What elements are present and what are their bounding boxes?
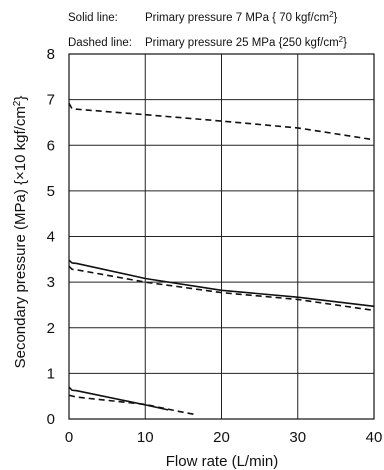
x-axis-title: Flow rate (L/min) (166, 453, 279, 470)
series-2-solid-line (68, 259, 375, 308)
y-tick-label-5: 5 (47, 183, 55, 200)
series-3-dashed-line (68, 265, 375, 312)
legend-solid-prefix: Solid line: (68, 12, 118, 24)
y-axis-title-close: } (12, 96, 29, 101)
legend-solid-close: } (334, 12, 338, 24)
y-axis-title: Secondary pressure (MPa) {×10 kgf/cm2} (12, 96, 29, 369)
y-tick-label-1: 1 (47, 365, 55, 382)
legend-dashed: Dashed line: Primary pressure 25 MPa {25… (68, 35, 347, 49)
y-tick-label-3: 3 (47, 274, 55, 291)
legend-dashed-superscript: 2 (339, 35, 344, 44)
y-tick-label-4: 4 (47, 229, 55, 246)
legend-solid: Solid line: Primary pressure 7 MPa { 70 … (68, 10, 338, 24)
legend-dashed-text: Primary pressure 25 MPa {250 kgf/cm (145, 37, 339, 49)
y-tick-label-7: 7 (47, 92, 55, 109)
x-tick-label-30: 30 (289, 429, 306, 446)
y-tick-label-8: 8 (47, 46, 55, 63)
x-tick-label-40: 40 (366, 429, 383, 446)
legend-solid-text: Primary pressure 7 MPa { 70 kgf/cm (145, 12, 329, 24)
y-axis-title-main: Secondary pressure (MPa) {×10 kgf/cm (12, 106, 29, 368)
series-5-dashed-line (68, 394, 195, 416)
y-tick-label-2: 2 (47, 320, 55, 337)
grid (68, 53, 375, 420)
y-tick-label-0: 0 (47, 411, 55, 428)
series-1-dashed-line (68, 102, 375, 141)
y-tick-label-6: 6 (47, 137, 55, 154)
data-series (68, 102, 375, 416)
legend-solid-superscript: 2 (329, 10, 334, 19)
y-axis-title-superscript: 2 (12, 100, 23, 106)
legend-dashed-close: } (343, 37, 347, 49)
tick-labels: 0 10 20 30 40 0 1 2 3 4 5 6 7 8 (47, 46, 383, 446)
x-tick-label-20: 20 (213, 429, 230, 446)
plot-frame (68, 53, 375, 420)
x-tick-label-10: 10 (137, 429, 154, 446)
x-tick-label-0: 0 (65, 429, 73, 446)
legend-dashed-prefix: Dashed line: (68, 37, 132, 49)
